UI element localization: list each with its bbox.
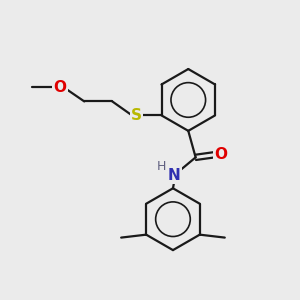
Text: O: O	[214, 147, 227, 162]
Text: S: S	[131, 108, 142, 123]
Text: H: H	[157, 160, 166, 173]
Text: N: N	[168, 167, 181, 182]
Text: O: O	[54, 80, 67, 95]
